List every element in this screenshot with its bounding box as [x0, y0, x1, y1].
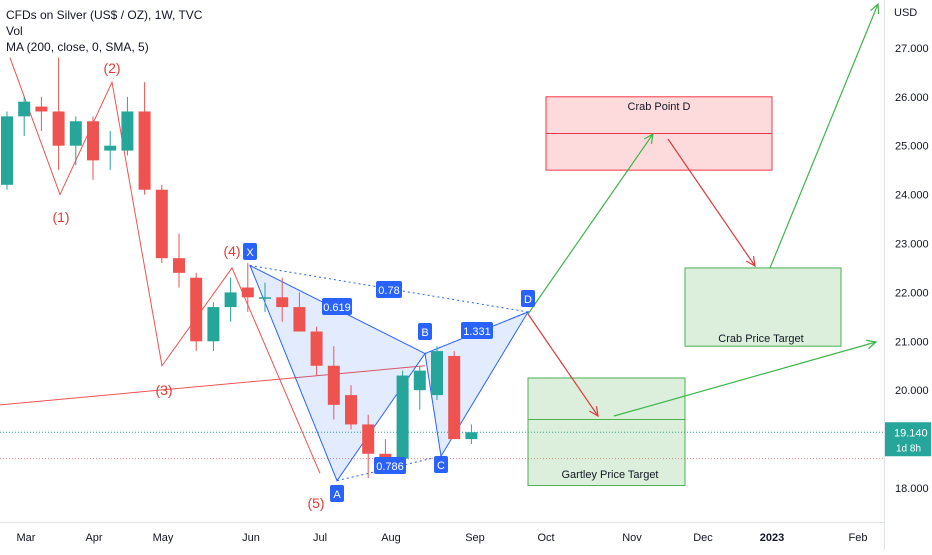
candle-body[interactable] — [431, 351, 443, 396]
price-tick-label: 20.000 — [895, 385, 929, 397]
ratio-badge — [461, 322, 493, 339]
arrow-crab-to-target-head — [746, 256, 756, 268]
candle-body[interactable] — [276, 297, 289, 308]
wave-label: (1) — [52, 209, 69, 225]
time-tick-label: Oct — [537, 532, 554, 544]
candle-body[interactable] — [448, 355, 461, 440]
arrow-d-to-crab-point-head — [643, 132, 654, 144]
time-tick-label: Apr — [85, 532, 102, 544]
pattern-point-label: B — [421, 327, 428, 339]
price-axis-unit: USD — [894, 7, 917, 19]
candle-body[interactable] — [104, 145, 117, 151]
candle-body[interactable] — [465, 432, 478, 440]
last-price-badge — [885, 422, 931, 457]
time-tick-label: 2023 — [760, 532, 784, 544]
ratio-badge — [376, 281, 402, 298]
time-tick-label: Jun — [242, 532, 260, 544]
candle-body[interactable] — [413, 370, 426, 391]
candle-body[interactable] — [345, 395, 357, 425]
ratio-label: 0.786 — [376, 461, 404, 473]
time-tick-label: Sep — [465, 532, 485, 544]
candle-body[interactable] — [259, 297, 271, 299]
ratio-badge — [374, 457, 406, 474]
pattern-point-label: X — [246, 247, 254, 259]
arrow-crab-target-up-head — [870, 2, 880, 15]
pattern-point-badge — [243, 243, 257, 260]
candle-body[interactable] — [241, 287, 254, 298]
candle-body[interactable] — [69, 121, 82, 146]
wave-label: (5) — [307, 495, 324, 511]
candle-body[interactable] — [18, 101, 31, 117]
wave-label: (4) — [223, 243, 240, 259]
pattern-point-badge — [330, 485, 344, 502]
candle-body[interactable] — [1, 116, 13, 185]
candle-body[interactable] — [310, 331, 323, 366]
candle-body[interactable] — [155, 189, 168, 259]
candle-body[interactable] — [35, 106, 48, 112]
target-label: Gartley Price Target — [561, 469, 658, 481]
price-tick-label: 21.000 — [895, 336, 929, 348]
price-tick-label: 24.000 — [895, 190, 929, 202]
pattern-point-label: A — [333, 489, 341, 501]
candle-body[interactable] — [52, 111, 65, 146]
time-tick-label: Feb — [849, 532, 868, 544]
arrow-gartley-up — [613, 341, 877, 417]
candle-body[interactable] — [379, 453, 392, 459]
candle-body[interactable] — [190, 277, 203, 342]
bar-countdown: 1d 8h — [896, 443, 921, 454]
wave-label: (2) — [103, 60, 120, 76]
last-price-value: 19.140 — [894, 427, 928, 439]
candle-body[interactable] — [396, 375, 409, 459]
candle-body[interactable] — [173, 258, 185, 273]
candle-body[interactable] — [207, 307, 220, 342]
elliott-wave-path — [9, 57, 321, 474]
price-tick-label: 22.000 — [895, 287, 929, 299]
pattern-point-badge — [418, 323, 432, 340]
time-tick-label: Nov — [622, 532, 642, 544]
moving-average-line — [0, 365, 426, 406]
price-tick-label: 23.000 — [895, 239, 929, 251]
axis-corner[interactable] — [885, 523, 932, 550]
ratio-badge — [322, 298, 352, 315]
candle-body[interactable] — [224, 292, 237, 308]
pattern-point-badge — [521, 290, 535, 307]
time-tick-label: May — [153, 532, 174, 544]
price-tick-label: 25.000 — [895, 141, 929, 153]
arrow-gartley-up-head — [866, 339, 878, 350]
ratio-label: 0.78 — [378, 285, 399, 297]
wave-label: (3) — [155, 382, 172, 398]
candle-body[interactable] — [362, 424, 375, 454]
pattern-point-badge — [434, 456, 448, 473]
candle-body[interactable] — [327, 365, 340, 405]
candle-body[interactable] — [87, 121, 99, 161]
price-tick-label: 26.000 — [895, 92, 929, 104]
candle-body[interactable] — [293, 307, 306, 332]
time-tick-label: Jul — [313, 532, 327, 544]
target-label: Crab Point D — [628, 101, 691, 113]
candle-body[interactable] — [121, 111, 134, 151]
arrow-d-to-gartley — [527, 313, 599, 417]
ratio-label: 0.619 — [323, 302, 351, 314]
arrow-d-to-crab-point — [527, 133, 654, 315]
time-tick-label: Dec — [693, 532, 713, 544]
time-tick-label: Mar — [17, 532, 36, 544]
candle-body[interactable] — [138, 111, 151, 190]
price-tick-label: 27.000 — [895, 43, 929, 55]
gartley-price-target-box[interactable] — [527, 377, 686, 487]
arrow-crab-target-up — [769, 3, 879, 269]
arrow-d-to-gartley-head — [589, 406, 599, 418]
pattern-point-label: D — [524, 294, 532, 306]
ratio-label: 1.331 — [463, 326, 491, 338]
price-tick-label: 18.000 — [895, 483, 929, 495]
plot-area[interactable] — [0, 0, 884, 522]
crab-price-target-box[interactable] — [684, 267, 842, 347]
arrow-crab-to-target — [667, 138, 756, 267]
time-tick-label: Aug — [381, 532, 401, 544]
pattern-point-label: C — [437, 460, 445, 472]
target-label: Crab Price Target — [718, 333, 803, 345]
